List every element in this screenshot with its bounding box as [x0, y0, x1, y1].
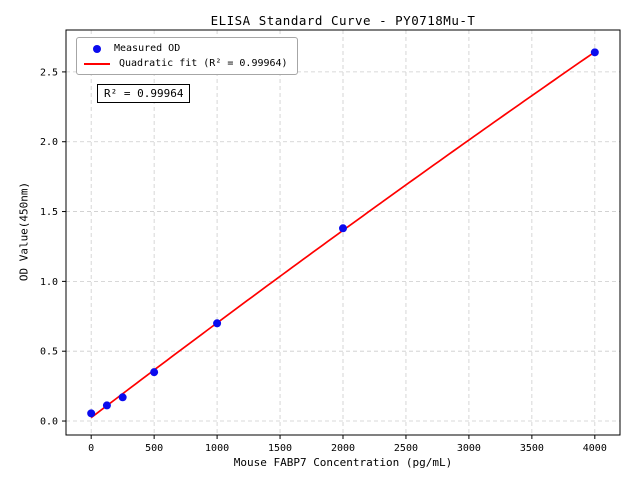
legend-entry-quadratic-fit: Quadratic fit (R² = 0.99964)	[84, 58, 288, 69]
y-tick-label: 2.5	[40, 67, 58, 78]
line-marker-icon	[84, 62, 110, 65]
x-tick-label: 1000	[205, 443, 229, 454]
legend-entry-measured-od: Measured OD	[84, 43, 288, 54]
x-tick-label: 0	[88, 443, 94, 454]
chart-title: ELISA Standard Curve - PY0718Mu-T	[210, 13, 476, 28]
x-tick-label: 3000	[457, 443, 481, 454]
x-axis-label: Mouse FABP7 Concentration (pg/mL)	[233, 456, 453, 469]
scatter-marker-icon	[93, 44, 101, 53]
y-tick-label: 0.0	[40, 417, 58, 428]
y-tick-label: 1.5	[40, 207, 58, 218]
y-tick-label: 0.5	[40, 347, 58, 358]
y-tick-label: 2.0	[40, 137, 58, 148]
x-tick-label: 500	[145, 443, 163, 454]
data-point	[213, 319, 222, 328]
x-tick-label: 2500	[394, 443, 418, 454]
legend: Measured OD Quadratic fit (R² = 0.99964)	[76, 37, 298, 75]
x-tick-label: 1500	[268, 443, 292, 454]
data-point	[102, 401, 111, 410]
x-tick-label: 2000	[331, 443, 355, 454]
data-point	[150, 368, 159, 377]
data-point	[87, 409, 96, 418]
y-tick-label: 1.0	[40, 277, 58, 288]
data-point	[590, 48, 599, 57]
r-squared-annotation: R² = 0.99964	[97, 84, 191, 103]
legend-label-quadratic-fit: Quadratic fit (R² = 0.99964)	[119, 58, 288, 69]
legend-label-measured-od: Measured OD	[114, 43, 181, 54]
data-point	[118, 393, 127, 402]
x-tick-label: 3500	[520, 443, 544, 454]
x-tick-label: 4000	[583, 443, 607, 454]
data-point	[339, 224, 347, 233]
